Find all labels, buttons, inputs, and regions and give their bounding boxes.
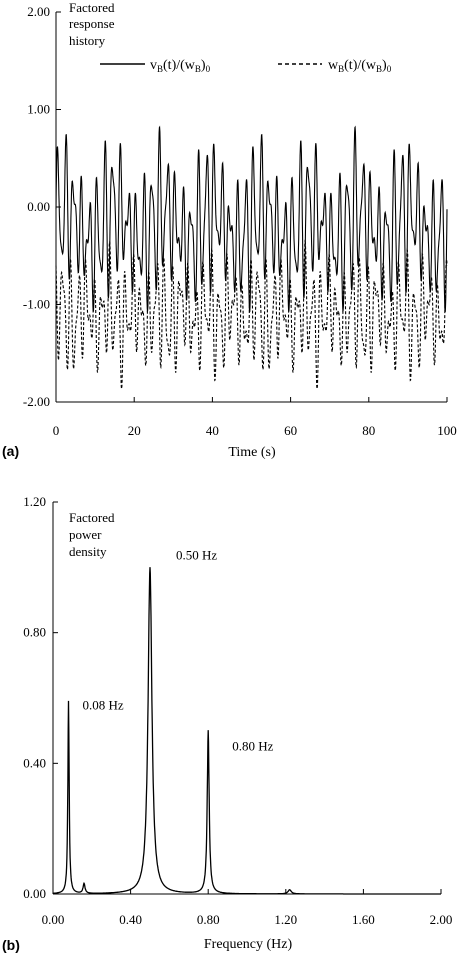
panel-a-annotation-line-2: response [69,16,115,31]
panel-b-annotation-line-3: density [69,544,107,559]
x-tick-label: 2.00 [430,912,453,927]
y-tick-label: 0.00 [23,886,46,901]
panel-a-label: (a) [2,443,19,459]
x-tick-label: 0.80 [197,912,220,927]
y-tick-label: -1.00 [23,297,50,312]
y-tick-label: 0.00 [27,199,50,214]
legend-v-label: vB(t)/(wB)0 [150,58,211,74]
panel-a-series [55,125,448,391]
panel-b-series [53,567,441,895]
x-tick-label: 80 [362,423,375,438]
x-tick-label: 1.20 [274,912,297,927]
x-tick-label: 60 [284,423,297,438]
x-tick-label: 0 [53,423,60,438]
x-tick-label: 20 [128,423,141,438]
x-tick-label: 0.00 [42,912,65,927]
panel-a-annotation-line-1: Factored [69,0,115,15]
panel-b-annotation-line-2: power [69,527,102,542]
legend-w-label: wB(t)/(wB)0 [328,58,392,74]
y-tick-label: 0.80 [23,625,46,640]
power-density-line [53,567,441,895]
x-tick-label: 40 [206,423,219,438]
y-tick-label: -2.00 [23,394,50,409]
x-tick-label: 100 [437,423,457,438]
series-wB-line [55,239,448,391]
panel-a-legend: vB(t)/(wB)0 wB(t)/(wB)0 [100,58,392,74]
series-vB-line [55,125,448,313]
panel-b-y-ticks: 0.00 0.40 0.80 1.20 [23,494,58,901]
panel-b-label: (b) [2,937,20,953]
y-tick-label: 2.00 [27,4,50,19]
panel-b: 0.00 0.40 0.80 1.20 0.00 0.40 0.80 1.20 1.60 2.0… [2,494,452,953]
y-tick-label: 0.40 [23,755,46,770]
panel-a-x-axis-title: Time (s) [228,445,276,460]
panel-b-peak-labels: 0.08 Hz 0.50 Hz 0.80 Hz [83,547,274,753]
panel-a: -2.00 -1.00 0.00 1.00 2.00 0 20 40 60 80 100 Fact… [2,0,457,460]
y-tick-label: 1.00 [27,102,50,117]
panel-a-y-ticks: -2.00 -1.00 0.00 1.00 2.00 [23,4,61,409]
x-tick-label: 0.40 [119,912,142,927]
peak-label: 0.50 Hz [176,547,217,562]
x-tick-label: 1.60 [352,912,375,927]
peak-label: 0.80 Hz [232,739,273,754]
y-tick-label: 1.20 [23,494,46,509]
panel-a-x-ticks: 0 20 40 60 80 100 [53,397,457,438]
panel-a-annotation-line-3: history [69,33,106,48]
panel-b-x-ticks: 0.00 0.40 0.80 1.20 1.60 2.00 [42,889,453,927]
panel-b-annotation-line-1: Factored [69,510,115,525]
panel-b-x-axis-title: Frequency (Hz) [204,937,293,952]
peak-label: 0.08 Hz [83,697,124,712]
